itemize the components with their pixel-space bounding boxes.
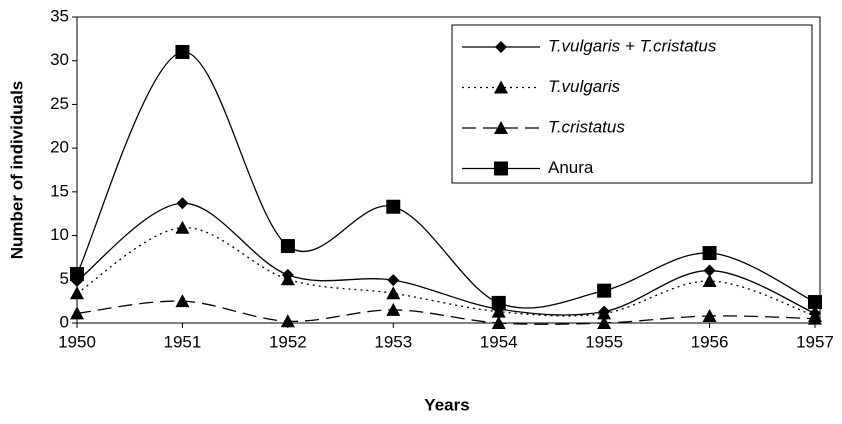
marker-square bbox=[386, 199, 401, 214]
y-tick-label: 10 bbox=[50, 225, 69, 244]
x-tick-label: 1951 bbox=[164, 332, 202, 351]
marker-triangle bbox=[702, 274, 717, 288]
y-axis-title: Number of individuals bbox=[7, 81, 26, 260]
x-tick-label: 1957 bbox=[796, 332, 834, 351]
marker-square bbox=[808, 295, 822, 310]
marker-square bbox=[70, 267, 84, 282]
marker-triangle bbox=[280, 314, 295, 328]
y-tick-label: 30 bbox=[50, 50, 69, 69]
x-axis-title: Years bbox=[424, 395, 469, 414]
marker-diamond bbox=[495, 41, 507, 53]
marker-triangle bbox=[70, 306, 84, 320]
marker-triangle bbox=[597, 306, 612, 320]
x-tick-label: 1952 bbox=[269, 332, 307, 351]
marker-square bbox=[702, 246, 717, 261]
marker-square bbox=[494, 161, 508, 176]
marker-triangle bbox=[175, 220, 190, 234]
marker-triangle bbox=[494, 121, 508, 134]
y-tick-label: 15 bbox=[50, 181, 69, 200]
marker-triangle bbox=[808, 311, 822, 325]
x-tick-label: 1955 bbox=[585, 332, 623, 351]
series-line bbox=[76, 227, 816, 317]
legend-box bbox=[451, 24, 813, 184]
legend-label: T.vulgaris bbox=[548, 77, 621, 96]
plot-frame bbox=[76, 16, 821, 324]
y-tick-label: 25 bbox=[50, 94, 69, 113]
x-tick-label: 1953 bbox=[374, 332, 412, 351]
marker-triangle bbox=[491, 304, 506, 318]
y-tick-label: 5 bbox=[60, 269, 69, 288]
marker-diamond bbox=[176, 197, 189, 210]
marker-triangle bbox=[494, 80, 508, 94]
legend-label: T.cristatus bbox=[548, 117, 625, 136]
marker-triangle bbox=[597, 316, 612, 329]
marker-square bbox=[280, 239, 295, 254]
marker-diamond bbox=[387, 274, 400, 287]
marker-triangle bbox=[386, 286, 401, 300]
marker-triangle bbox=[175, 294, 190, 308]
y-tick-label: 20 bbox=[50, 138, 69, 157]
x-tick-label: 1950 bbox=[58, 332, 96, 351]
y-tick-label: 35 bbox=[50, 6, 69, 25]
marker-square bbox=[597, 283, 612, 298]
marker-diamond bbox=[703, 264, 716, 277]
marker-triangle bbox=[386, 302, 401, 316]
series-line bbox=[76, 300, 816, 325]
legend-label: T.vulgaris + T.cristatus bbox=[548, 36, 717, 55]
marker-triangle bbox=[702, 309, 717, 323]
legend-label: Anura bbox=[548, 158, 594, 177]
marker-square bbox=[175, 44, 190, 59]
marker-square bbox=[491, 295, 506, 310]
x-tick-label: 1954 bbox=[480, 332, 518, 351]
y-tick-label: 0 bbox=[60, 312, 69, 331]
x-tick-label: 1956 bbox=[691, 332, 729, 351]
marker-triangle bbox=[70, 286, 84, 300]
marker-triangle bbox=[280, 272, 295, 286]
marker-triangle bbox=[491, 316, 506, 329]
